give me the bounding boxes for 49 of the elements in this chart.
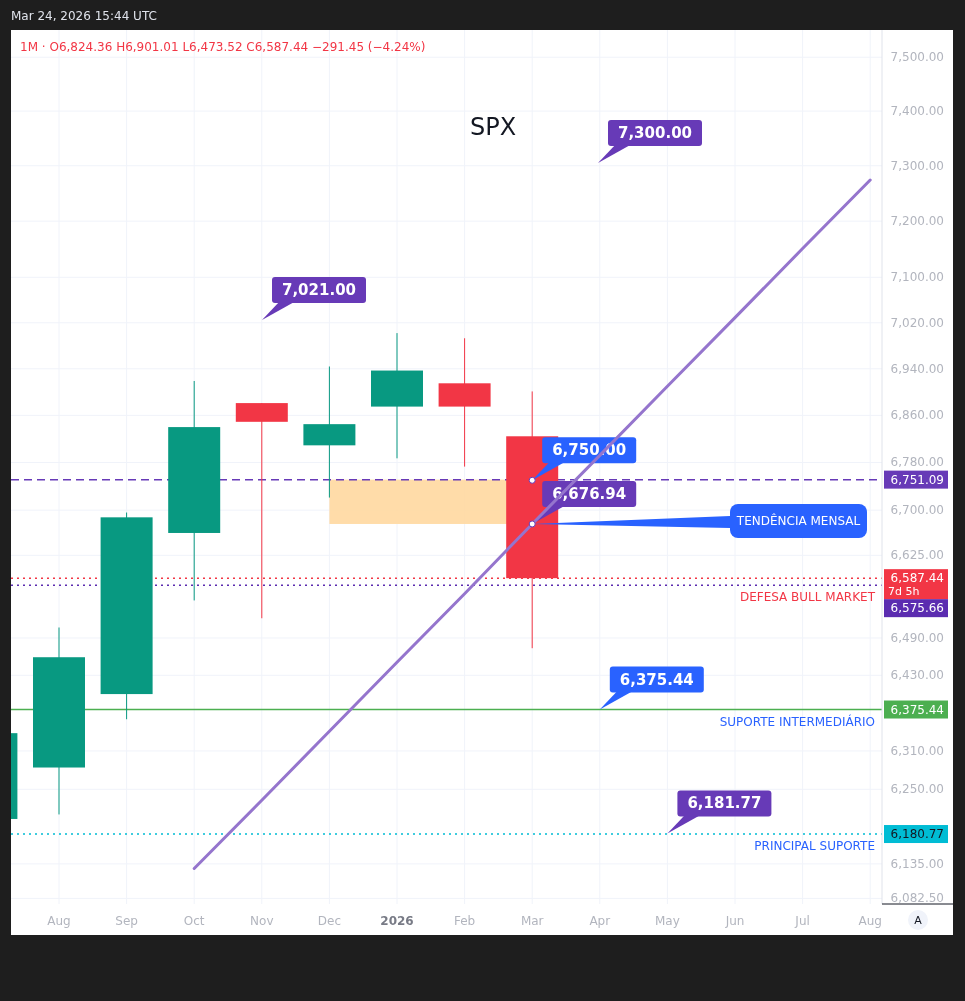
ref-line-label: 6,575.66 xyxy=(890,601,944,616)
y-tick-label: 6,860.00 xyxy=(890,408,944,423)
ref-line-label: 6,180.77 xyxy=(890,827,944,842)
y-tick-label: 6,490.00 xyxy=(890,631,944,645)
ref-line-label: 6,375.44 xyxy=(890,702,944,717)
x-tick-label: Dec xyxy=(317,914,342,928)
x-tick-label: Apr xyxy=(589,914,611,928)
annotation: PRINCIPAL SUPORTE xyxy=(754,839,875,854)
y-tick-label: 7,020.00 xyxy=(890,315,944,330)
annotation: 7,021.00 xyxy=(281,281,357,299)
y-tick-label: 6,310.00 xyxy=(890,743,944,758)
y-tick-label: 7,400.00 xyxy=(890,104,944,119)
x-tick-label: Sep xyxy=(115,914,138,928)
annotation: TENDÊNCIA MENSAL xyxy=(735,512,861,528)
y-tick-label: 7,100.00 xyxy=(890,270,944,285)
x-tick-label: Nov xyxy=(250,914,274,928)
y-tick-label: 7,200.00 xyxy=(890,214,944,229)
x-tick-label: 2026 xyxy=(380,914,414,928)
annotation: SUPORTE INTERMEDIÁRIO xyxy=(719,713,875,729)
ref-line-label: 6,587.44 xyxy=(890,571,944,586)
x-tick-label: May xyxy=(654,914,680,928)
y-tick-label: 6,940.00 xyxy=(890,361,944,376)
y-tick-label: 7,300.00 xyxy=(890,158,944,173)
y-tick-label: 6,082.50 xyxy=(890,891,944,906)
annotation: 7,300.00 xyxy=(617,124,693,142)
text: 7d 5h xyxy=(888,585,920,599)
y-tick-label: 7,500.00 xyxy=(890,50,944,65)
text: 1M · O6,824.36 H6,901.01 L6,473.52 C6,587.44 −291.45 (−4.24%) xyxy=(20,40,426,54)
x-tick-label: Oct xyxy=(183,914,205,928)
x-tick-label: Aug xyxy=(858,914,882,928)
x-tick-label: Jun xyxy=(724,914,745,928)
x-tick-label: Aug xyxy=(47,914,71,928)
text: SPX xyxy=(469,113,517,141)
x-tick-label: Feb xyxy=(453,914,476,928)
y-tick-label: 6,625.00 xyxy=(890,548,944,563)
y-tick-label: 6,135.00 xyxy=(890,856,944,871)
x-tick-label: Mar xyxy=(520,914,544,928)
annotation: 6,181.77 xyxy=(687,794,762,813)
annotation: 6,676.94 xyxy=(552,484,627,503)
annotation: 6,375.44 xyxy=(619,670,694,689)
annotation: DEFESA BULL MARKET xyxy=(739,590,876,605)
y-tick-label: 6,250.00 xyxy=(890,782,944,797)
text: Mar 24, 2026 15:44 UTC xyxy=(11,9,157,23)
y-tick-label: 6,430.00 xyxy=(890,668,944,683)
text: A xyxy=(914,914,923,927)
y-tick-label: 6,700.00 xyxy=(890,503,944,518)
y-tick-label: 6,780.00 xyxy=(890,455,944,470)
ref-line-label: 6,751.09 xyxy=(890,472,944,487)
x-tick-label: Jul xyxy=(794,914,810,928)
